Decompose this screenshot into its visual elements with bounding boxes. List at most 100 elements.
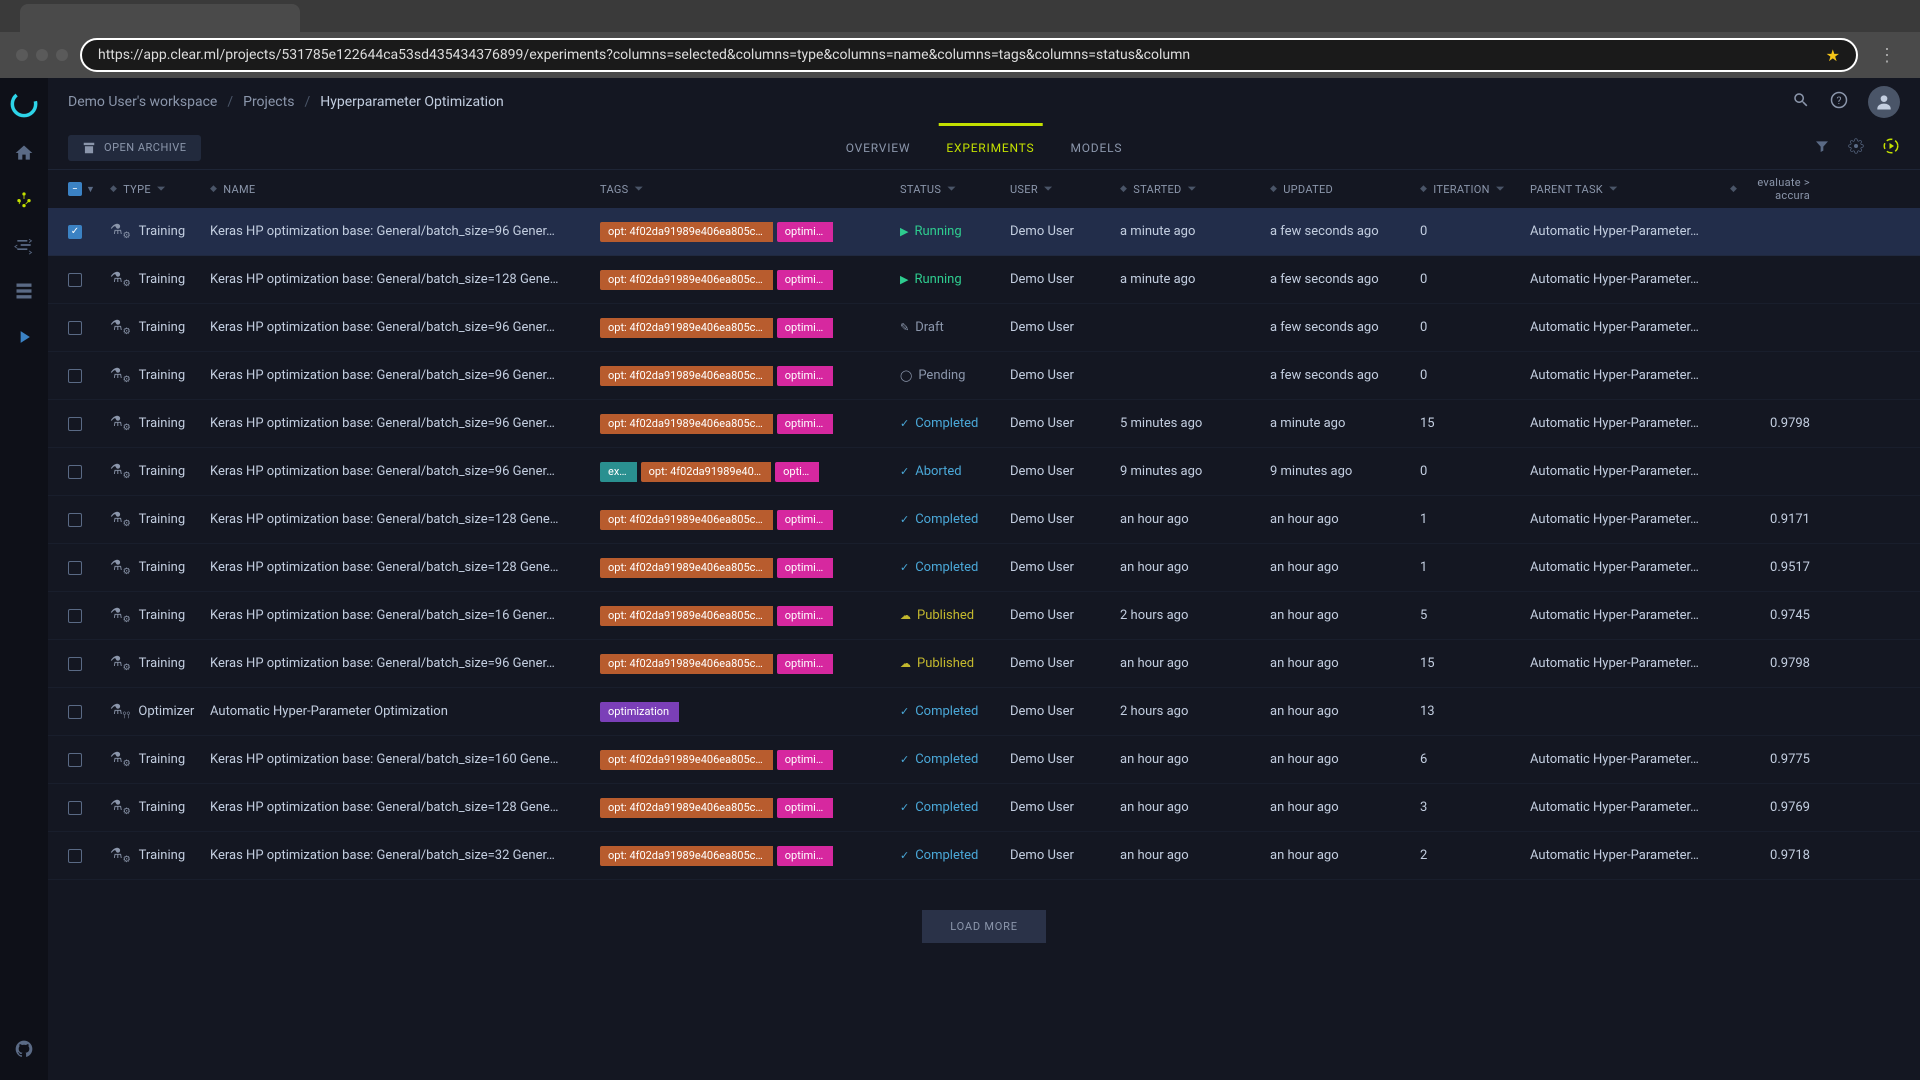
tag-chip[interactable]: optimi… <box>777 510 833 530</box>
th-type[interactable]: ◆TYPE⏷ <box>110 182 210 196</box>
row-checkbox[interactable] <box>68 369 82 383</box>
row-checkbox[interactable]: ✓ <box>68 225 82 239</box>
window-dot[interactable] <box>16 49 28 61</box>
select-all-checkbox[interactable]: − <box>68 182 82 196</box>
table-row[interactable]: ✓ ⚗⚙ Training Keras HP optimization base… <box>48 208 1920 256</box>
workers-icon[interactable] <box>13 326 35 348</box>
tag-chip[interactable]: opt: 4f02da91989e406ea805c… <box>600 846 773 866</box>
tag-chip[interactable]: opt: 4f02da91989e406ea805c… <box>600 318 773 338</box>
tag-chip[interactable]: optimi… <box>777 318 833 338</box>
tag-chip[interactable]: opt: 4f02da91989e406ea805c… <box>600 270 773 290</box>
table-row[interactable]: ⚗⚙ Training Keras HP optimization base: … <box>48 736 1920 784</box>
github-icon[interactable] <box>13 1038 35 1060</box>
tag-chip[interactable]: optimization <box>600 702 679 722</box>
table-row[interactable]: ⚗⚙ Training Keras HP optimization base: … <box>48 304 1920 352</box>
tag-chip[interactable]: optimi… <box>777 750 833 770</box>
bookmark-star-icon[interactable]: ★ <box>1826 46 1840 65</box>
tab-models[interactable]: MODELS <box>1070 127 1122 169</box>
tag-chip[interactable]: opti… <box>775 462 819 482</box>
address-bar[interactable]: https://app.clear.ml/projects/531785e122… <box>80 38 1858 72</box>
table-row[interactable]: ⚗⚙ Training Keras HP optimization base: … <box>48 256 1920 304</box>
crumb-workspace[interactable]: Demo User's workspace <box>68 94 217 110</box>
row-checkbox[interactable] <box>68 849 82 863</box>
th-select-all[interactable]: − ▼ <box>68 182 110 196</box>
table-row[interactable]: ⚗⫯⫯ Optimizer Automatic Hyper-Parameter … <box>48 688 1920 736</box>
th-iteration[interactable]: ◆ITERATION⏷ <box>1420 182 1530 196</box>
tag-chip[interactable]: optimi… <box>777 558 833 578</box>
home-icon[interactable] <box>13 142 35 164</box>
filter-icon[interactable] <box>1814 138 1830 158</box>
browser-tab[interactable] <box>20 4 300 32</box>
tag-chip[interactable]: optimi… <box>777 654 833 674</box>
clearml-logo[interactable] <box>10 90 38 118</box>
row-checkbox[interactable] <box>68 561 82 575</box>
table-row[interactable]: ⚗⚙ Training Keras HP optimization base: … <box>48 544 1920 592</box>
table-row[interactable]: ⚗⚙ Training Keras HP optimization base: … <box>48 832 1920 880</box>
pipelines-icon[interactable] <box>13 234 35 256</box>
row-checkbox[interactable] <box>68 705 82 719</box>
table-row[interactable]: ⚗⚙ Training Keras HP optimization base: … <box>48 400 1920 448</box>
row-checkbox[interactable] <box>68 321 82 335</box>
th-started[interactable]: ◆STARTED⏷ <box>1120 182 1270 196</box>
browser-menu-icon[interactable]: ⋮ <box>1870 45 1904 66</box>
table-row[interactable]: ⚗⚙ Training Keras HP optimization base: … <box>48 352 1920 400</box>
open-archive-button[interactable]: OPEN ARCHIVE <box>68 135 201 161</box>
datasets-icon[interactable] <box>13 280 35 302</box>
th-parent[interactable]: PARENT TASK⏷ <box>1530 182 1730 196</box>
tag-chip[interactable]: optimi… <box>777 270 833 290</box>
autorefresh-icon[interactable] <box>1882 137 1900 159</box>
th-status[interactable]: STATUS⏷ <box>900 182 1010 196</box>
tag-chip[interactable]: optimi… <box>777 222 833 242</box>
tag-chip[interactable]: opt: 4f02da91989e406ea805c… <box>600 414 773 434</box>
window-dot[interactable] <box>56 49 68 61</box>
search-icon[interactable] <box>1792 91 1810 113</box>
crumb-projects[interactable]: Projects <box>243 94 294 110</box>
row-checkbox[interactable] <box>68 273 82 287</box>
cell-name: Keras HP optimization base: General/batc… <box>210 208 600 256</box>
tag-chip[interactable]: opt: 4f02da91989e40… <box>641 462 771 482</box>
tag-chip[interactable]: opt: 4f02da91989e406ea805c… <box>600 606 773 626</box>
load-more-button[interactable]: LOAD MORE <box>922 910 1046 943</box>
projects-icon[interactable] <box>13 188 35 210</box>
cell-iteration: 0 <box>1420 368 1530 383</box>
cell-updated: an hour ago <box>1270 704 1420 719</box>
cell-eval: 0.9171 <box>1730 512 1810 527</box>
th-user[interactable]: USER⏷ <box>1010 182 1120 196</box>
tag-chip[interactable]: opt: 4f02da91989e406ea805c… <box>600 750 773 770</box>
window-dot[interactable] <box>36 49 48 61</box>
tag-chip[interactable]: opt: 4f02da91989e406ea805c… <box>600 558 773 578</box>
tab-overview[interactable]: OVERVIEW <box>846 127 911 169</box>
th-updated[interactable]: ◆UPDATED <box>1270 183 1420 196</box>
tag-chip[interactable]: opt: 4f02da91989e406ea805c… <box>600 654 773 674</box>
settings-icon[interactable] <box>1848 138 1864 158</box>
th-evaluate[interactable]: ◆evaluate > accura <box>1730 176 1810 202</box>
table-row[interactable]: ⚗⚙ Training Keras HP optimization base: … <box>48 640 1920 688</box>
th-tags[interactable]: TAGS⏷ <box>600 182 900 196</box>
table-row[interactable]: ⚗⚙ Training Keras HP optimization base: … <box>48 592 1920 640</box>
tag-chip[interactable]: opt: 4f02da91989e406ea805c… <box>600 222 773 242</box>
tag-chip[interactable]: optimi… <box>777 606 833 626</box>
tag-chip[interactable]: optimi… <box>777 846 833 866</box>
th-name[interactable]: ◆NAME <box>210 183 600 196</box>
tab-experiments[interactable]: EXPERIMENTS <box>946 127 1034 169</box>
tag-chip[interactable]: optimi… <box>777 366 833 386</box>
table-row[interactable]: ⚗⚙ Training Keras HP optimization base: … <box>48 496 1920 544</box>
tag-chip[interactable]: optimi… <box>777 414 833 434</box>
table-row[interactable]: ⚗⚙ Training Keras HP optimization base: … <box>48 448 1920 496</box>
row-checkbox[interactable] <box>68 417 82 431</box>
table-row[interactable]: ⚗⚙ Training Keras HP optimization base: … <box>48 784 1920 832</box>
row-checkbox[interactable] <box>68 465 82 479</box>
row-checkbox[interactable] <box>68 753 82 767</box>
user-avatar[interactable] <box>1868 86 1900 118</box>
row-checkbox[interactable] <box>68 513 82 527</box>
tag-chip[interactable]: opt: 4f02da91989e406ea805c… <box>600 510 773 530</box>
row-checkbox[interactable] <box>68 609 82 623</box>
row-checkbox[interactable] <box>68 657 82 671</box>
help-icon[interactable]: ? <box>1830 91 1848 113</box>
tag-chip[interactable]: opt: 4f02da91989e406ea805c… <box>600 798 773 818</box>
crumb-current[interactable]: Hyperparameter Optimization <box>320 94 504 110</box>
tag-chip[interactable]: optimi… <box>777 798 833 818</box>
row-checkbox[interactable] <box>68 801 82 815</box>
tag-chip[interactable]: opt: 4f02da91989e406ea805c… <box>600 366 773 386</box>
tag-chip[interactable]: ex… <box>600 462 637 482</box>
